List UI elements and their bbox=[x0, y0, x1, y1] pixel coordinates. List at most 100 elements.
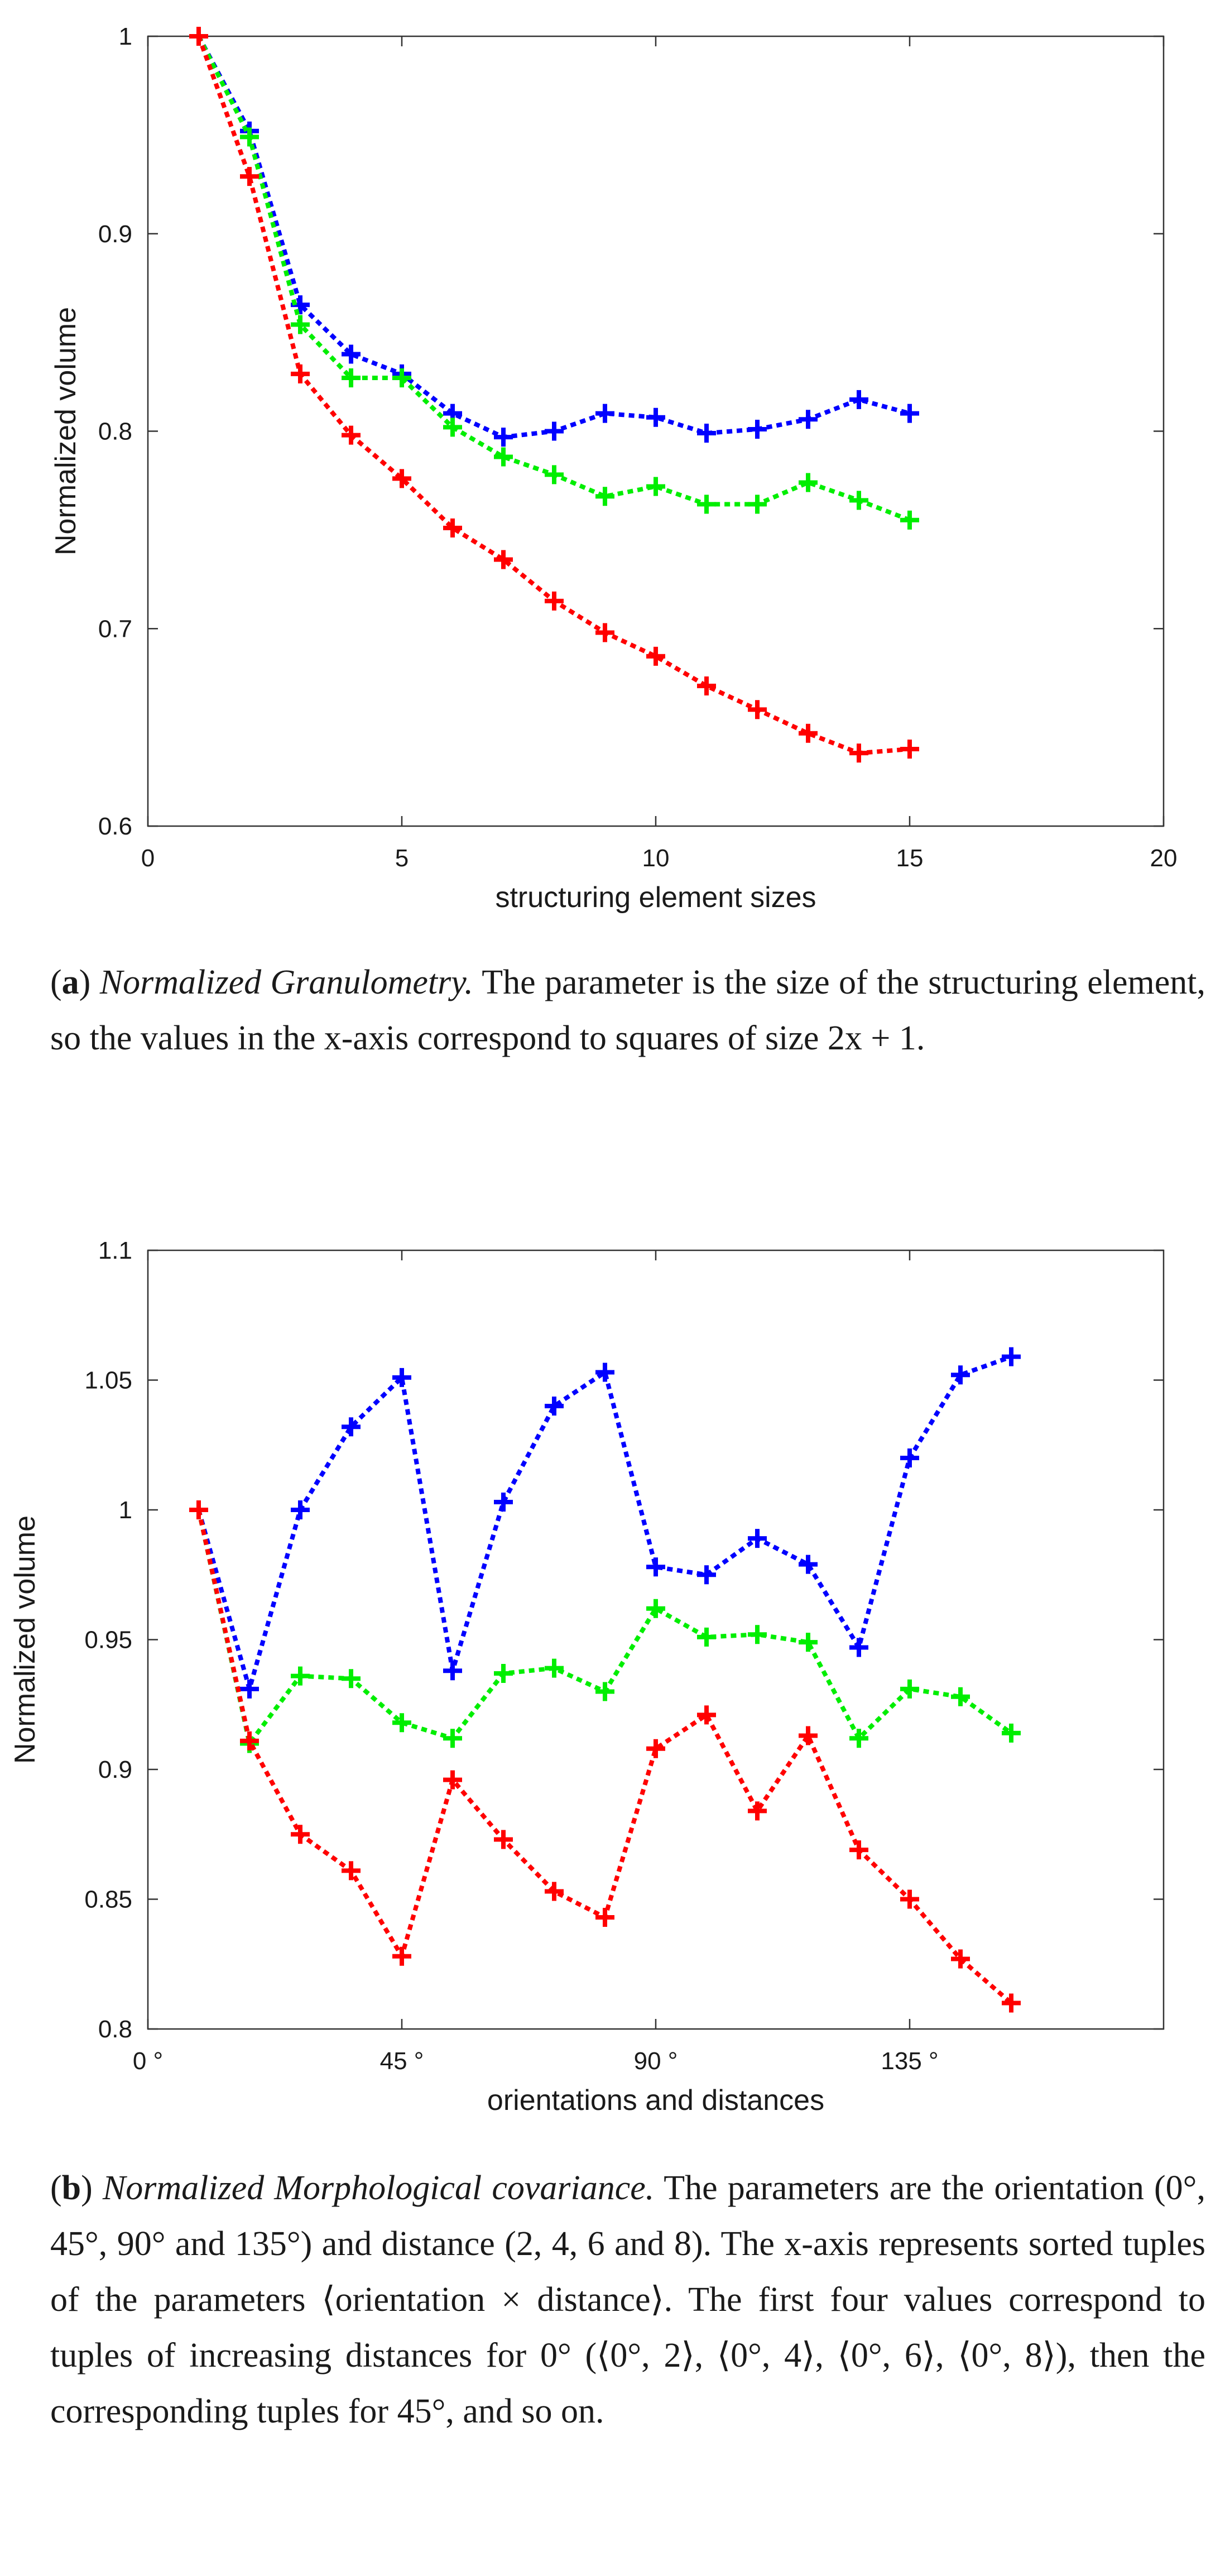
data-point-blue bbox=[595, 1363, 614, 1382]
data-point-red bbox=[951, 1949, 970, 1969]
data-point-green bbox=[595, 1682, 614, 1701]
data-point-green bbox=[342, 368, 361, 387]
caption-a: (a) Normalized Granulometry. The paramet… bbox=[50, 963, 1206, 1057]
data-point-green bbox=[342, 1669, 361, 1688]
data-point-red bbox=[849, 1840, 868, 1860]
data-point-green bbox=[392, 1713, 411, 1733]
caption-a-title: Normalized Granulometry. bbox=[99, 963, 473, 1001]
figure-a: 0 5 10 15 20 0.6 0.7 0.8 0.9 1 structuring element… bbox=[0, 0, 1230, 938]
data-point-blue bbox=[595, 404, 614, 423]
y-tick-label: 0.85 bbox=[84, 1886, 132, 1913]
y-axis-label: Normalized volume bbox=[50, 307, 82, 555]
caption-b-text: The parameters are the orientation (0°, … bbox=[50, 2169, 1205, 2430]
series-green bbox=[189, 27, 919, 530]
data-point-blue bbox=[951, 1365, 970, 1385]
data-point-blue bbox=[748, 1529, 767, 1548]
data-point-red bbox=[240, 1731, 259, 1750]
y-tick-label: 0.8 bbox=[98, 418, 132, 445]
data-point-blue bbox=[342, 1417, 361, 1437]
series-blue bbox=[189, 27, 919, 447]
data-point-blue bbox=[392, 1368, 411, 1387]
data-point-red bbox=[799, 723, 818, 743]
caption-b: (b) Normalized Morphological covariance.… bbox=[50, 2169, 1205, 2430]
x-tick-label: 15 bbox=[896, 845, 924, 872]
data-point-blue bbox=[494, 428, 513, 447]
x-tick-label: 20 bbox=[1150, 845, 1178, 872]
data-point-blue bbox=[697, 1565, 716, 1585]
data-point-red bbox=[494, 1830, 513, 1849]
data-point-green bbox=[900, 1679, 919, 1699]
series-line-blue bbox=[196, 1354, 1012, 1697]
x-axis-label: structuring element sizes bbox=[495, 881, 816, 914]
caption-b-title: Normalized Morphological covariance. bbox=[102, 2169, 655, 2207]
x-tick-label: 0 ° bbox=[133, 2047, 163, 2075]
data-point-green bbox=[443, 1729, 462, 1748]
data-point-red bbox=[494, 550, 513, 569]
data-point-green bbox=[849, 491, 868, 510]
data-point-red bbox=[545, 591, 564, 611]
data-point-green bbox=[291, 315, 310, 334]
data-point-blue bbox=[799, 410, 818, 429]
x-tick-label: 45 ° bbox=[380, 2047, 424, 2075]
series-red bbox=[189, 27, 919, 763]
data-point-red bbox=[900, 740, 919, 759]
data-point-red bbox=[545, 1882, 564, 1901]
data-point-red bbox=[697, 676, 716, 695]
y-tick-label: 0.9 bbox=[98, 1756, 132, 1783]
data-point-blue bbox=[291, 1500, 310, 1519]
data-point-red bbox=[291, 1825, 310, 1844]
data-point-green bbox=[291, 1666, 310, 1686]
data-point-green bbox=[595, 487, 614, 506]
data-point-blue bbox=[900, 404, 919, 423]
data-point-green bbox=[646, 1599, 665, 1618]
data-point-red bbox=[291, 364, 310, 383]
x-tick-label: 90 ° bbox=[634, 2047, 678, 2075]
x-tick-label: 10 bbox=[642, 845, 670, 872]
caption-a-text: The parameter is the size of the structu… bbox=[50, 963, 1206, 1057]
data-point-green bbox=[697, 495, 716, 514]
data-point-red bbox=[849, 743, 868, 763]
data-point-green bbox=[443, 418, 462, 437]
x-tick-label: 5 bbox=[395, 845, 409, 872]
y-tick-label: 1 bbox=[119, 23, 132, 50]
x-axis-label: orientations and distances bbox=[487, 2084, 824, 2117]
data-point-blue bbox=[849, 390, 868, 409]
data-point-green bbox=[748, 1625, 767, 1644]
y-tick-label: 1 bbox=[119, 1496, 132, 1524]
data-point-red bbox=[392, 469, 411, 488]
series-line-blue bbox=[196, 35, 911, 440]
data-point-red bbox=[1002, 1993, 1021, 2013]
data-point-blue bbox=[748, 419, 767, 439]
y-tick-label: 0.8 bbox=[98, 2016, 132, 2043]
data-point-green bbox=[951, 1687, 970, 1706]
plot-frame bbox=[147, 1249, 1165, 2030]
data-point-blue bbox=[545, 1397, 564, 1416]
data-point-blue bbox=[799, 1555, 818, 1574]
data-point-red bbox=[595, 623, 614, 642]
data-point-green bbox=[545, 465, 564, 485]
series-red bbox=[189, 1500, 1021, 2013]
data-point-blue bbox=[900, 1448, 919, 1467]
data-point-blue bbox=[1002, 1347, 1021, 1366]
data-point-red bbox=[392, 1946, 411, 1966]
data-point-red bbox=[240, 167, 259, 186]
x-tick-label: 135 ° bbox=[881, 2047, 938, 2075]
covariance-chart: 0 ° 45 ° 90 ° 135 ° 0.8 0.85 0.9 0.95 1 1.05 1.1 or… bbox=[9, 1237, 1165, 2117]
data-point-red bbox=[799, 1726, 818, 1745]
data-point-blue bbox=[697, 424, 716, 443]
series-blue bbox=[189, 1347, 1021, 1699]
y-tick-label: 0.9 bbox=[98, 220, 132, 248]
granulometry-chart: 0 5 10 15 20 0.6 0.7 0.8 0.9 1 structuring element… bbox=[50, 23, 1178, 914]
figure-b: 0 ° 45 ° 90 ° 135 ° 0.8 0.85 0.9 0.95 1 1.05 1.1 or… bbox=[0, 1217, 1230, 2143]
data-point-red bbox=[748, 1801, 767, 1821]
data-point-green bbox=[799, 1633, 818, 1652]
y-tick-label: 1.05 bbox=[84, 1367, 132, 1394]
data-point-green bbox=[545, 1658, 564, 1678]
data-point-green bbox=[849, 1729, 868, 1748]
data-point-red bbox=[697, 1705, 716, 1725]
data-point-green bbox=[494, 447, 513, 467]
series-line-red bbox=[196, 1509, 1013, 2005]
data-point-green bbox=[697, 1627, 716, 1647]
data-point-red bbox=[443, 1770, 462, 1790]
y-tick-label: 0.7 bbox=[98, 615, 132, 642]
